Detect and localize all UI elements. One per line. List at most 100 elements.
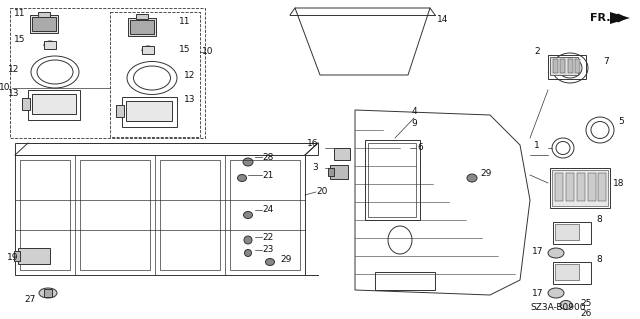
Ellipse shape <box>244 249 252 256</box>
Bar <box>38 12 50 17</box>
Bar <box>555 173 563 201</box>
Bar <box>375 272 435 290</box>
Text: 1: 1 <box>534 140 540 150</box>
Bar <box>552 170 608 206</box>
Text: 29: 29 <box>280 256 291 264</box>
Ellipse shape <box>44 41 56 49</box>
Bar <box>160 160 220 270</box>
Text: SZ3A-B0900: SZ3A-B0900 <box>530 303 586 313</box>
Text: 12: 12 <box>184 71 196 80</box>
Text: 21: 21 <box>262 170 273 180</box>
Bar <box>15 155 305 275</box>
Bar <box>22 98 30 110</box>
Bar <box>365 140 420 220</box>
Bar <box>230 160 300 270</box>
Ellipse shape <box>243 158 253 166</box>
Polygon shape <box>610 12 630 24</box>
Text: 11: 11 <box>14 9 26 18</box>
Bar <box>568 59 573 73</box>
Bar <box>44 289 52 297</box>
Ellipse shape <box>266 258 275 265</box>
Bar <box>80 160 150 270</box>
Bar <box>548 55 586 79</box>
Text: 29: 29 <box>480 168 492 177</box>
Text: 28: 28 <box>262 152 273 161</box>
Bar <box>330 165 348 179</box>
Bar <box>10 8 205 138</box>
Ellipse shape <box>548 288 564 298</box>
Bar <box>550 57 578 75</box>
Bar <box>14 251 20 261</box>
Bar <box>553 59 558 73</box>
Bar <box>588 173 596 201</box>
Text: 2: 2 <box>534 48 540 56</box>
Bar <box>44 41 56 49</box>
Ellipse shape <box>39 288 57 298</box>
Text: 24: 24 <box>262 205 273 214</box>
Text: 18: 18 <box>613 179 625 188</box>
Text: FR.: FR. <box>590 13 611 23</box>
Ellipse shape <box>142 46 154 54</box>
Ellipse shape <box>467 174 477 182</box>
Ellipse shape <box>560 300 572 309</box>
Text: 8: 8 <box>596 256 602 264</box>
Text: 27: 27 <box>24 295 36 305</box>
Bar <box>334 148 350 160</box>
Bar <box>575 59 580 73</box>
Text: 10: 10 <box>202 48 214 56</box>
Bar <box>328 168 334 176</box>
Bar <box>555 264 579 280</box>
Text: 17: 17 <box>531 288 543 298</box>
Bar <box>32 94 76 114</box>
Bar <box>28 90 80 120</box>
Bar <box>550 168 610 208</box>
Bar <box>128 18 156 36</box>
Text: 4: 4 <box>411 108 417 116</box>
Text: 5: 5 <box>618 117 624 127</box>
Bar <box>598 173 606 201</box>
Bar <box>142 46 154 54</box>
Text: 15: 15 <box>14 35 26 44</box>
Bar <box>130 20 154 34</box>
Bar <box>553 222 591 244</box>
Text: 22: 22 <box>262 233 273 241</box>
Text: 6: 6 <box>417 144 423 152</box>
Text: 25: 25 <box>580 299 591 308</box>
Bar <box>32 17 56 31</box>
Text: 17: 17 <box>531 248 543 256</box>
Text: 15: 15 <box>179 46 191 55</box>
Text: 26: 26 <box>580 308 591 317</box>
Bar <box>566 173 574 201</box>
Bar <box>110 12 200 137</box>
Text: 16: 16 <box>307 138 318 147</box>
Bar <box>553 262 591 284</box>
Bar <box>368 143 416 217</box>
Bar <box>30 15 58 33</box>
Bar <box>116 105 124 117</box>
Bar <box>20 160 70 270</box>
Text: 8: 8 <box>596 214 602 224</box>
Bar <box>126 101 172 121</box>
Text: 14: 14 <box>437 16 449 25</box>
Bar <box>18 248 50 264</box>
Bar <box>577 173 585 201</box>
Text: 7: 7 <box>603 57 609 66</box>
Text: 23: 23 <box>262 246 273 255</box>
Ellipse shape <box>548 248 564 258</box>
Text: 11: 11 <box>179 18 191 26</box>
Ellipse shape <box>237 174 246 182</box>
Text: 13: 13 <box>8 90 20 99</box>
Bar <box>555 224 579 240</box>
Text: 20: 20 <box>316 188 328 197</box>
Text: 13: 13 <box>184 95 196 105</box>
Bar <box>136 14 148 19</box>
Ellipse shape <box>244 236 252 244</box>
Text: 9: 9 <box>411 118 417 128</box>
Text: 3: 3 <box>312 164 318 173</box>
Bar <box>560 59 565 73</box>
Bar <box>15 143 318 155</box>
Ellipse shape <box>243 211 253 219</box>
Text: 10: 10 <box>0 84 11 93</box>
Text: 19: 19 <box>7 253 19 262</box>
Bar <box>122 97 177 127</box>
